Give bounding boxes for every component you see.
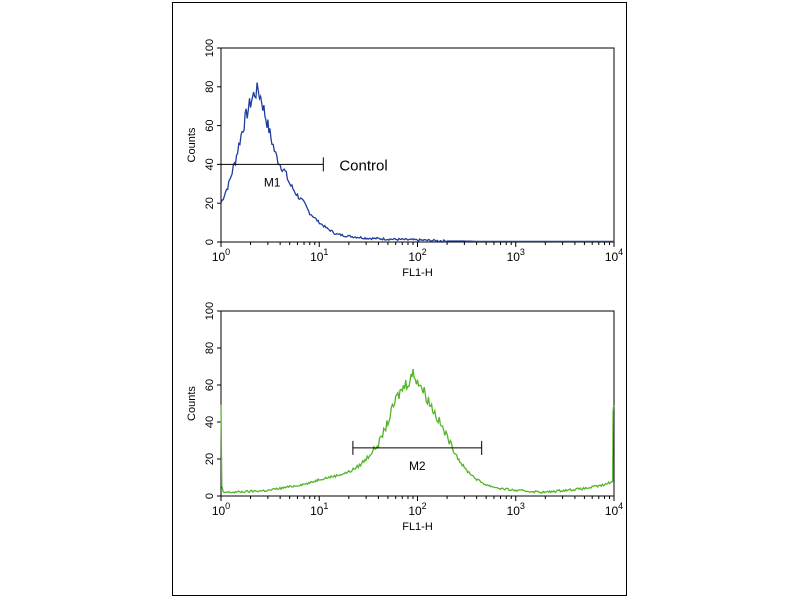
x-tick-label: 100 bbox=[212, 501, 230, 518]
x-tick-base: 10 bbox=[212, 250, 226, 264]
x-tick-label: 101 bbox=[310, 501, 328, 518]
histogram-trace-control bbox=[220, 82, 614, 243]
y-tick-label: 0 bbox=[204, 493, 216, 499]
x-tick-label: 103 bbox=[507, 247, 525, 264]
x-tick-exponent: 4 bbox=[618, 501, 623, 511]
y-tick-label: 0 bbox=[204, 239, 216, 245]
x-tick-exponent: 3 bbox=[520, 247, 525, 257]
x-tick-label: 104 bbox=[605, 247, 623, 264]
histogram-trace-sample bbox=[220, 368, 615, 494]
marker-label: M1 bbox=[264, 175, 281, 189]
y-tick-label: 100 bbox=[204, 302, 216, 320]
x-tick-label: 101 bbox=[310, 247, 328, 264]
marker-gate-m1: M1 Control bbox=[220, 157, 388, 189]
x-tick-label: 102 bbox=[408, 501, 426, 518]
marker-gate-m2: M2 bbox=[352, 440, 483, 473]
x-tick-exponent: 3 bbox=[520, 501, 525, 511]
y-tick-label: 60 bbox=[204, 379, 216, 391]
x-tick-label: 100 bbox=[212, 247, 230, 264]
x-tick-base: 10 bbox=[605, 250, 619, 264]
control-annotation: Control bbox=[339, 157, 387, 174]
x-tick-base: 10 bbox=[507, 504, 521, 518]
y-tick-label: 20 bbox=[204, 197, 216, 209]
y-tick-label: 100 bbox=[204, 39, 216, 57]
x-tick-exponent: 4 bbox=[618, 247, 623, 257]
x-tick-exponent: 0 bbox=[225, 247, 230, 257]
x-tick-base: 10 bbox=[408, 504, 422, 518]
x-tick-label: 102 bbox=[408, 247, 426, 264]
marker-label: M2 bbox=[409, 459, 426, 473]
y-tick-label: 80 bbox=[204, 81, 216, 93]
y-tick-label: 40 bbox=[204, 158, 216, 170]
x-tick-exponent: 2 bbox=[422, 501, 427, 511]
x-tick-exponent: 1 bbox=[323, 501, 328, 511]
y-tick-label: 80 bbox=[204, 342, 216, 354]
x-axis-label: FL1-H bbox=[402, 267, 433, 279]
x-tick-base: 10 bbox=[310, 250, 324, 264]
x-tick-exponent: 0 bbox=[225, 501, 230, 511]
x-tick-exponent: 2 bbox=[422, 247, 427, 257]
x-tick-base: 10 bbox=[310, 504, 324, 518]
x-tick-base: 10 bbox=[605, 504, 619, 518]
x-axis-label: FL1-H bbox=[402, 521, 433, 533]
x-tick-label: 104 bbox=[605, 501, 623, 518]
x-tick-exponent: 1 bbox=[323, 247, 328, 257]
x-tick-label: 103 bbox=[507, 501, 525, 518]
y-tick-label: 40 bbox=[204, 416, 216, 428]
plot-frame bbox=[220, 47, 615, 243]
y-axis-label: Counts bbox=[186, 127, 198, 162]
x-tick-base: 10 bbox=[507, 250, 521, 264]
x-tick-base: 10 bbox=[212, 504, 226, 518]
figure-frame: 0 20 40 60 80 100 100 101 102 103 104 FL1-H Counts M1… bbox=[172, 2, 627, 596]
y-tick-label: 60 bbox=[204, 119, 216, 131]
y-axis-label: Counts bbox=[186, 386, 198, 421]
x-tick-base: 10 bbox=[408, 250, 422, 264]
y-tick-label: 20 bbox=[204, 453, 216, 465]
